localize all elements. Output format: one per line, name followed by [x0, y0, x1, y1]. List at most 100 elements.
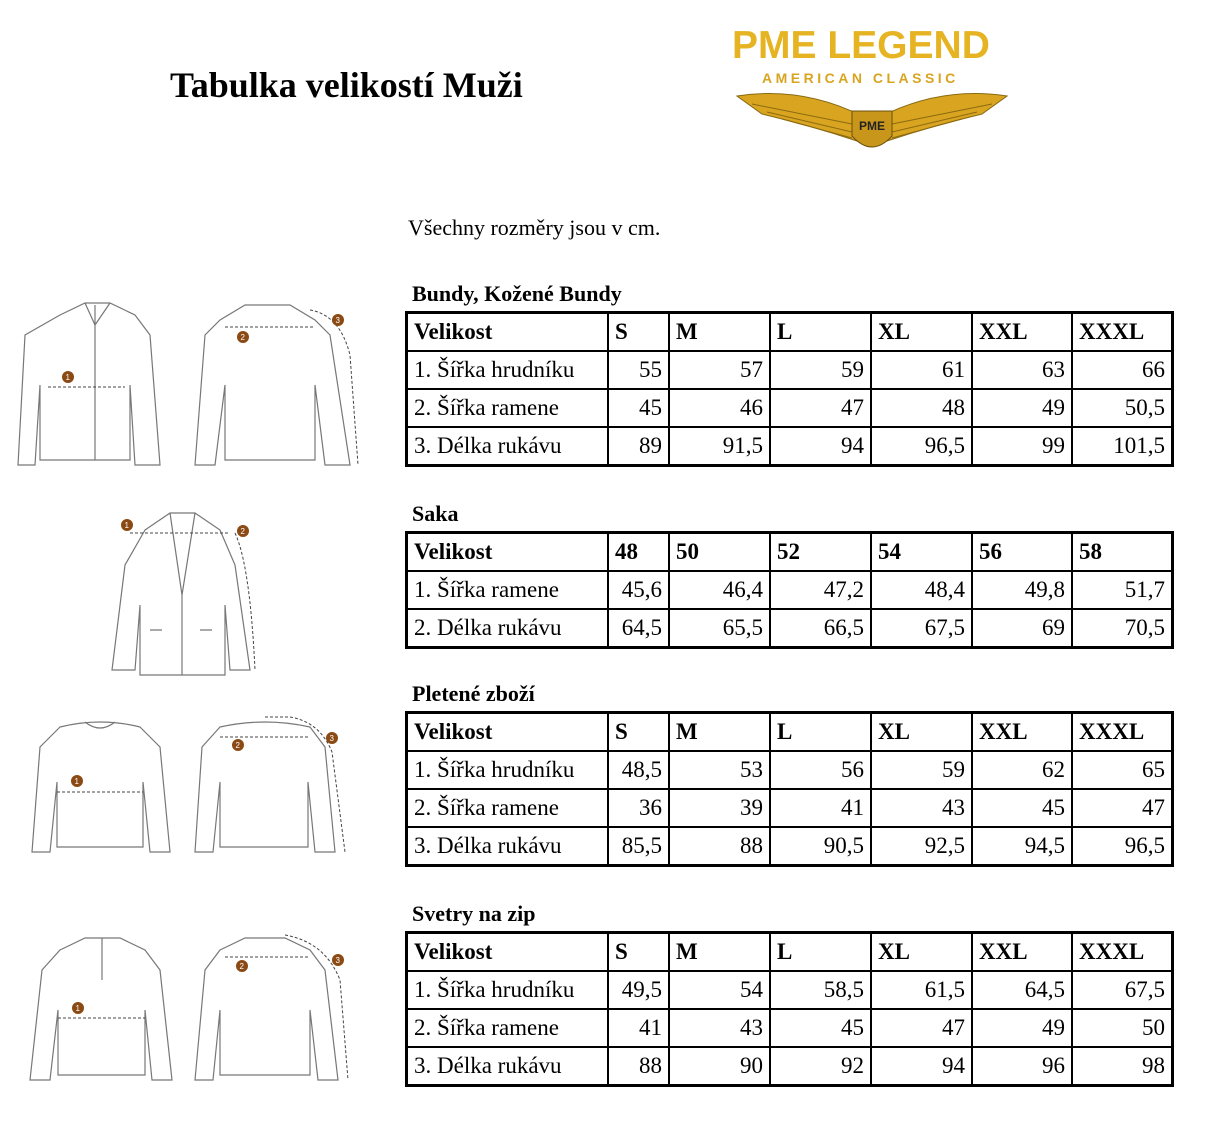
- jacket-front-icon: 1: [17, 302, 161, 466]
- header-cell: L: [769, 711, 872, 752]
- measurement-value: 59: [870, 750, 973, 790]
- measurement-value: 45: [971, 788, 1073, 828]
- header-cell: XXXL: [1071, 711, 1174, 752]
- measurement-value: 36: [607, 788, 670, 828]
- measurement-value: 92,5: [870, 826, 973, 867]
- measurement-value: 47,2: [769, 570, 872, 610]
- table-header-row: Velikost S M L XL XXL XXXL: [405, 931, 1174, 972]
- logo-text: PME LEGEND: [732, 24, 990, 67]
- measurement-label: 2. Šířka ramene: [405, 788, 609, 828]
- measurement-value: 49,8: [971, 570, 1073, 610]
- measurement-value: 49: [971, 1008, 1073, 1048]
- table-row: 3. Délka rukávu 85,5 88 90,5 92,5 94,5 96,5: [405, 826, 1174, 867]
- measurement-value: 66: [1071, 350, 1174, 390]
- measurement-value: 94: [769, 426, 872, 467]
- page-title: Tabulka velikostí Muži: [170, 65, 523, 105]
- header-cell: Velikost: [405, 531, 609, 572]
- measurement-value: 65: [1071, 750, 1174, 790]
- measurement-label: 3. Délka rukávu: [405, 826, 609, 867]
- svg-text:2: 2: [236, 741, 241, 750]
- measurement-value: 55: [607, 350, 670, 390]
- brand-logo: PME LEGEND AMERICAN CLASSIC PME: [722, 24, 1022, 174]
- header-cell: L: [769, 311, 872, 352]
- header-cell: XL: [870, 711, 973, 752]
- section-title: Saka: [412, 501, 459, 526]
- measurement-value: 47: [1071, 788, 1174, 828]
- measurement-label: 3. Délka rukávu: [405, 426, 609, 467]
- measurement-value: 99: [971, 426, 1073, 467]
- svg-text:2: 2: [241, 527, 246, 536]
- measurement-value: 63: [971, 350, 1073, 390]
- measurement-value: 88: [668, 826, 771, 867]
- measurement-value: 45: [607, 388, 670, 428]
- measurement-value: 46,4: [668, 570, 771, 610]
- table-row: 3. Délka rukávu 88 90 92 94 96 98: [405, 1046, 1174, 1087]
- table-row: 2. Šířka ramene 45 46 47 48 49 50,5: [405, 388, 1174, 428]
- svg-text:3: 3: [330, 734, 335, 743]
- measurement-label: 3. Délka rukávu: [405, 1046, 609, 1087]
- header-cell: S: [607, 931, 670, 972]
- svg-text:3: 3: [336, 316, 341, 325]
- measurement-value: 94: [870, 1046, 973, 1087]
- measurement-label: 1. Šířka ramene: [405, 570, 609, 610]
- svg-text:1: 1: [125, 521, 130, 530]
- svg-text:2: 2: [241, 333, 246, 342]
- sweater-front-icon: 1: [31, 721, 171, 853]
- zip-sweater-back-icon: 2 3: [194, 934, 349, 1081]
- header-cell: 54: [870, 531, 973, 572]
- header-cell: Velikost: [405, 931, 609, 972]
- measurement-value: 91,5: [668, 426, 771, 467]
- measurement-value: 89: [607, 426, 670, 467]
- logo-badge-text: PME: [859, 119, 885, 133]
- measurement-value: 85,5: [607, 826, 670, 867]
- table-row: 1. Šířka ramene 45,6 46,4 47,2 48,4 49,8 51,7: [405, 570, 1174, 610]
- svg-text:3: 3: [336, 956, 341, 965]
- measurement-label: 2. Šířka ramene: [405, 1008, 609, 1048]
- measurement-value: 45: [769, 1008, 872, 1048]
- header-cell: 48: [607, 531, 670, 572]
- section-title: Bundy, Kožené Bundy: [412, 281, 622, 306]
- table-row: 1. Šířka hrudníku 49,5 54 58,5 61,5 64,5 67,5: [405, 970, 1174, 1010]
- measurement-label: 1. Šířka hrudníku: [405, 350, 609, 390]
- section-title: Svetry na zip: [412, 901, 536, 926]
- measurement-value: 45,6: [607, 570, 670, 610]
- table-row: 1. Šířka hrudníku 48,5 53 56 59 62 65: [405, 750, 1174, 790]
- header-cell: XL: [870, 311, 973, 352]
- measurement-value: 39: [668, 788, 771, 828]
- measurement-value: 48,4: [870, 570, 973, 610]
- measurement-value: 64,5: [607, 608, 670, 649]
- measurement-value: 51,7: [1071, 570, 1174, 610]
- header-cell: Velikost: [405, 711, 609, 752]
- measurement-value: 98: [1071, 1046, 1174, 1087]
- measurement-value: 94,5: [971, 826, 1073, 867]
- measurement-value: 96,5: [870, 426, 973, 467]
- table-header-row: Velikost S M L XL XXL XXXL: [405, 311, 1174, 352]
- measurement-value: 43: [870, 788, 973, 828]
- measurement-label: 1. Šířka hrudníku: [405, 970, 609, 1010]
- measurement-value: 46: [668, 388, 771, 428]
- measurement-value: 96,5: [1071, 826, 1174, 867]
- measurement-value: 48,5: [607, 750, 670, 790]
- header-cell: XXXL: [1071, 931, 1174, 972]
- measurement-value: 90: [668, 1046, 771, 1087]
- measurement-value: 61: [870, 350, 973, 390]
- svg-text:1: 1: [76, 1004, 81, 1013]
- logo-tagline: AMERICAN CLASSIC: [762, 70, 959, 86]
- header-cell: 56: [971, 531, 1073, 572]
- header-cell: XXL: [971, 931, 1073, 972]
- measurement-value: 41: [769, 788, 872, 828]
- svg-text:2: 2: [240, 962, 245, 971]
- measurement-value: 41: [607, 1008, 670, 1048]
- measurement-value: 67,5: [1071, 970, 1174, 1010]
- units-note: Všechny rozměry jsou v cm.: [408, 215, 661, 240]
- measurement-value: 90,5: [769, 826, 872, 867]
- table-row: 1. Šířka hrudníku 55 57 59 61 63 66: [405, 350, 1174, 390]
- measurement-value: 59: [769, 350, 872, 390]
- header-cell: M: [668, 931, 771, 972]
- header-cell: 52: [769, 531, 872, 572]
- measurement-label: 2. Šířka ramene: [405, 388, 609, 428]
- measurement-value: 47: [870, 1008, 973, 1048]
- measurement-value: 96: [971, 1046, 1073, 1087]
- measurement-value: 92: [769, 1046, 872, 1087]
